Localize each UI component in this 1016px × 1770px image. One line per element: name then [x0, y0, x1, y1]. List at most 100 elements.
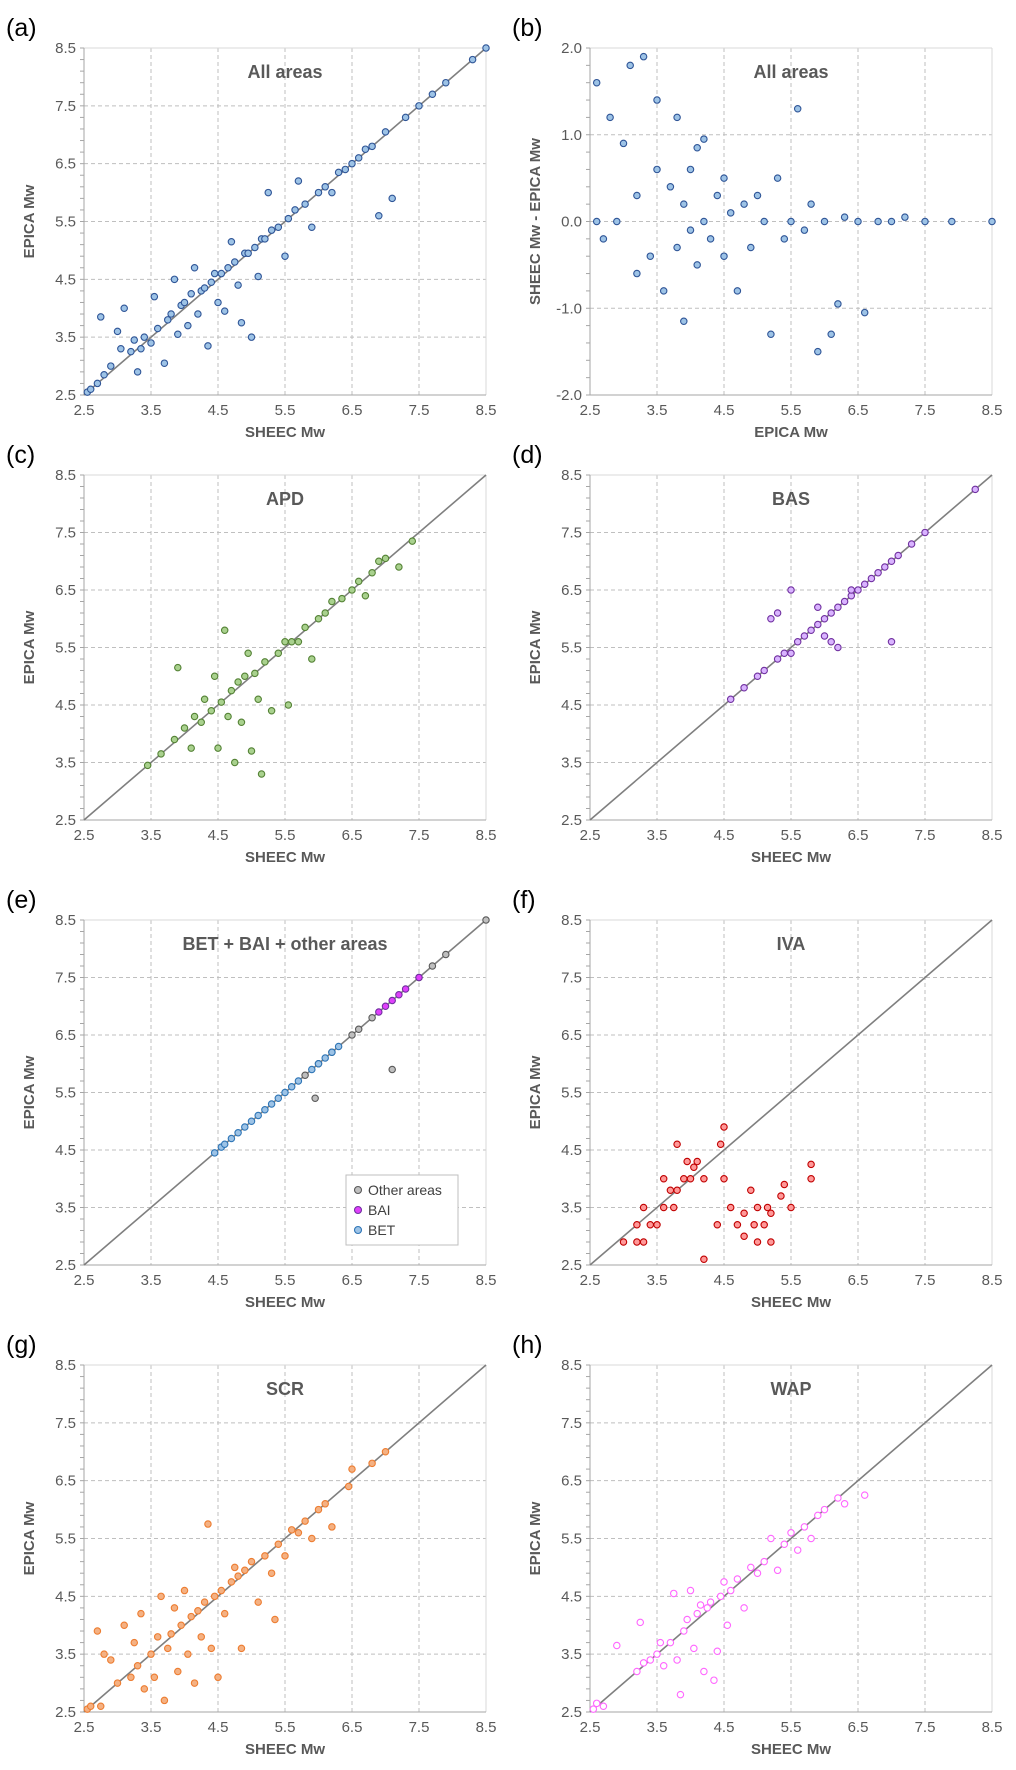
data-point [921, 528, 929, 537]
data-point [254, 1111, 262, 1120]
x-tick-label: 5.5 [275, 402, 296, 419]
data-point [214, 1673, 222, 1682]
data-point [381, 1002, 390, 1010]
x-tick-label: 3.5 [647, 1272, 668, 1289]
data-point [97, 313, 105, 321]
data-point [197, 718, 206, 726]
data-point [827, 609, 835, 617]
data-point [321, 1054, 329, 1062]
x-tick-label: 3.5 [141, 827, 162, 844]
data-point [210, 1592, 219, 1601]
panel-c: 2.5 3.5 4.5 5.5 6.5 7.5 8.5 2.5 3.5 4.5 5.5 6.5 7.5 8… [6, 441, 496, 866]
y-tick-label: 2.5 [55, 1257, 76, 1274]
data-point [874, 217, 882, 226]
data-point [867, 574, 876, 583]
data-point [723, 1621, 732, 1630]
panel-letter: (b) [512, 14, 543, 42]
data-point [113, 327, 122, 336]
data-point [107, 1656, 115, 1664]
data-point [606, 113, 614, 122]
panel-letter: (e) [6, 886, 37, 914]
data-point [733, 1221, 742, 1229]
data-point [86, 385, 95, 393]
data-point [368, 142, 376, 151]
data-point [780, 235, 789, 243]
y-tick-label: 5.5 [561, 1531, 582, 1548]
x-tick-label: 2.5 [580, 1272, 601, 1289]
y-tick-label: -2.0 [556, 387, 582, 404]
x-tick-label: 7.5 [409, 1719, 430, 1736]
data-point [827, 330, 835, 339]
data-point [693, 1157, 701, 1166]
y-tick-label: 7.5 [561, 1415, 582, 1432]
x-axis-label: SHEEC Mw [751, 1741, 831, 1758]
data-point [217, 1586, 226, 1595]
data-point [328, 597, 336, 606]
data-point [887, 637, 896, 646]
x-tick-label: 4.5 [714, 827, 735, 844]
data-point [257, 770, 266, 778]
panel-title: All areas [753, 62, 828, 82]
data-point [666, 1186, 675, 1195]
data-point [224, 712, 232, 721]
data-point [589, 1705, 598, 1713]
y-tick-label: 3.5 [55, 755, 76, 772]
data-point [760, 1557, 768, 1566]
data-point [200, 284, 209, 292]
data-point [187, 1612, 195, 1621]
data-point [274, 223, 283, 232]
data-point [153, 324, 162, 333]
data-point [686, 165, 695, 174]
data-point [415, 102, 423, 110]
data-point [740, 1209, 748, 1218]
data-point [113, 1679, 122, 1687]
data-point [314, 1060, 323, 1068]
data-point [127, 1673, 135, 1682]
y-tick-label: 6.5 [561, 582, 582, 599]
data-point [706, 235, 715, 243]
data-point [311, 1094, 319, 1103]
data-point [726, 209, 735, 217]
panel-title: WAP [770, 1379, 811, 1399]
x-tick-label: 8.5 [982, 1272, 1003, 1289]
y-tick-label: 7.5 [561, 970, 582, 987]
x-tick-label: 5.5 [275, 827, 296, 844]
data-point [190, 1679, 199, 1687]
data-point [184, 321, 192, 330]
y-tick-label: 3.5 [55, 1200, 76, 1217]
data-point [710, 1676, 718, 1684]
data-point [247, 1117, 256, 1126]
data-point [244, 249, 252, 258]
data-point [716, 1140, 725, 1149]
data-point [321, 183, 329, 191]
data-point [653, 165, 661, 174]
data-point [220, 626, 229, 634]
data-point [690, 1644, 698, 1653]
x-tick-label: 6.5 [848, 1719, 869, 1736]
data-point [294, 1077, 303, 1085]
data-point [763, 1203, 772, 1212]
data-point [428, 962, 437, 970]
data-point [267, 1569, 276, 1577]
x-tick-label: 6.5 [848, 827, 869, 844]
data-point [287, 637, 296, 646]
y-tick-label: 4.5 [55, 271, 76, 288]
data-point [334, 1042, 343, 1051]
data-point [747, 1563, 755, 1572]
x-tick-label: 6.5 [342, 827, 363, 844]
y-tick-label: 5.5 [55, 1085, 76, 1102]
data-point [881, 563, 889, 571]
x-tick-label: 4.5 [208, 1719, 229, 1736]
data-point [807, 626, 815, 634]
panel-f: 2.5 3.5 4.5 5.5 6.5 7.5 8.5 2.5 3.5 4.5 5.5 6.5 7.5 8… [512, 886, 1002, 1311]
data-point [680, 317, 688, 326]
data-point [733, 1575, 742, 1583]
data-point [653, 1221, 661, 1229]
data-point [361, 591, 370, 600]
y-tick-label: 4.5 [561, 697, 582, 714]
x-tick-label: 3.5 [141, 1272, 162, 1289]
data-point [381, 1448, 390, 1456]
y-axis-label: EPICA Mw [21, 1501, 38, 1575]
x-axis-label: SHEEC Mw [245, 1294, 325, 1311]
